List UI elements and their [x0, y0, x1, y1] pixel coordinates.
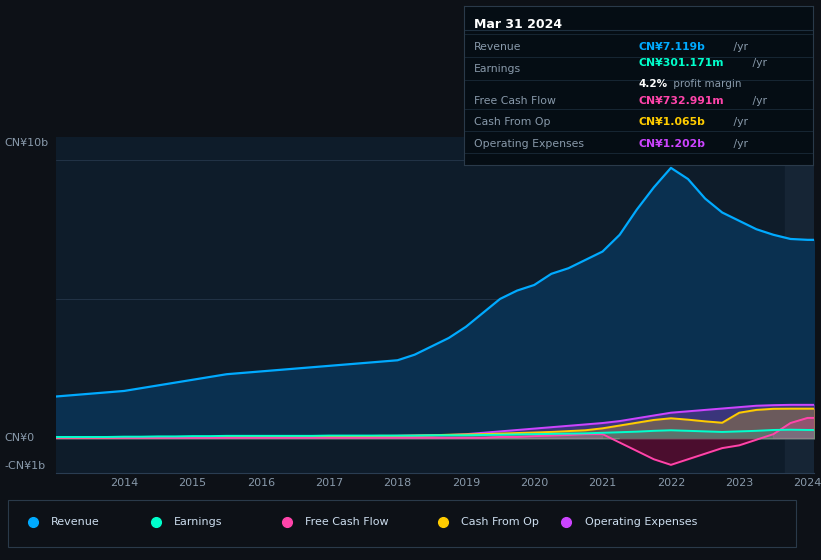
Text: /yr: /yr [730, 139, 748, 150]
Text: /yr: /yr [730, 117, 748, 127]
Text: Operating Expenses: Operating Expenses [585, 517, 697, 527]
Bar [8, 500, 796, 547]
Text: CN¥1.065b: CN¥1.065b [639, 117, 705, 127]
Text: CN¥732.991m: CN¥732.991m [639, 96, 724, 106]
Text: CN¥301.171m: CN¥301.171m [639, 58, 724, 68]
Text: /yr: /yr [750, 96, 768, 106]
Text: -CN¥1b: -CN¥1b [4, 461, 45, 471]
Text: /yr: /yr [750, 58, 768, 68]
Text: Free Cash Flow: Free Cash Flow [305, 517, 389, 527]
Text: Earnings: Earnings [475, 64, 521, 74]
Text: Mar 31 2024: Mar 31 2024 [475, 18, 562, 31]
Text: CN¥7.119b: CN¥7.119b [639, 42, 705, 52]
Text: profit margin: profit margin [670, 79, 741, 89]
Text: CN¥10b: CN¥10b [4, 138, 48, 148]
Text: Earnings: Earnings [174, 517, 222, 527]
Bar [785, 137, 814, 473]
Text: Cash From Op: Cash From Op [475, 117, 551, 127]
Text: CN¥0: CN¥0 [4, 433, 34, 444]
Text: 4.2%: 4.2% [639, 79, 667, 89]
Text: /yr: /yr [730, 42, 748, 52]
Text: CN¥1.202b: CN¥1.202b [639, 139, 705, 150]
Text: Free Cash Flow: Free Cash Flow [475, 96, 556, 106]
Text: Operating Expenses: Operating Expenses [475, 139, 585, 150]
Text: Cash From Op: Cash From Op [461, 517, 539, 527]
Text: Revenue: Revenue [475, 42, 522, 52]
Text: Revenue: Revenue [51, 517, 99, 527]
